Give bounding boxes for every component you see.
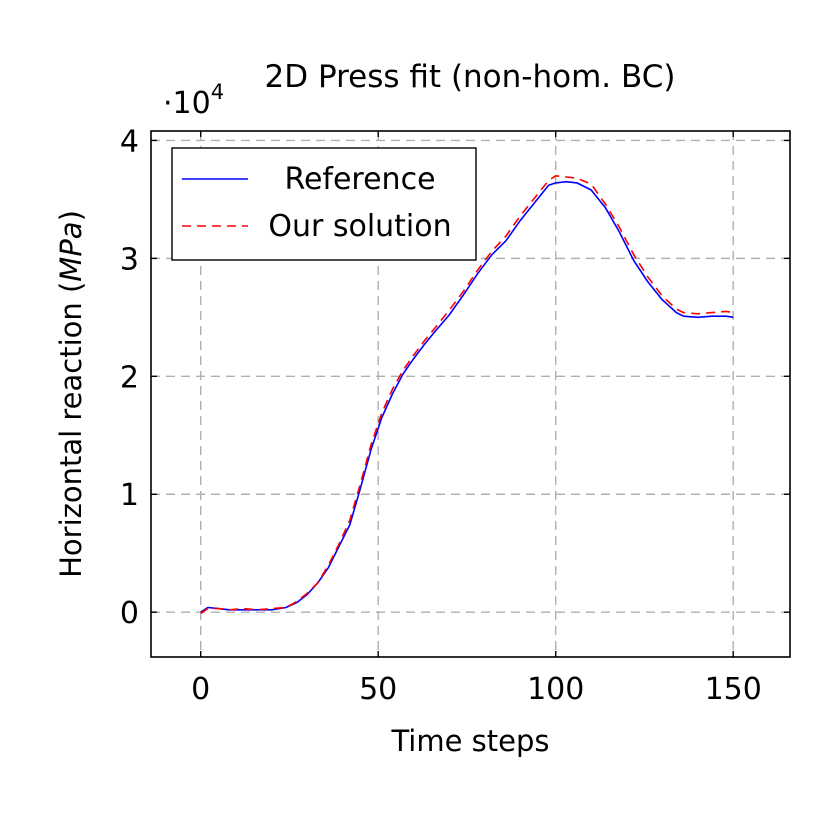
legend-label: Reference bbox=[284, 162, 435, 197]
legend: Reference Our solution bbox=[171, 147, 477, 261]
chart-title: 2D Press fit (non-hom. BC) bbox=[265, 59, 676, 95]
y-tick-label: 2 bbox=[120, 360, 139, 395]
x-tick-label: 0 bbox=[191, 672, 210, 707]
y-tick-label: 4 bbox=[120, 124, 139, 159]
y-tick-label: 1 bbox=[120, 478, 139, 513]
y-tick-label: 0 bbox=[120, 596, 139, 631]
x-tick-label: 100 bbox=[527, 672, 584, 707]
x-tick-label: 150 bbox=[705, 672, 762, 707]
series-line-our-solution bbox=[200, 175, 734, 615]
y-label-suffix: ) bbox=[54, 210, 88, 221]
axis-ticks: 0 50 100 150 0 1 2 3 4 bbox=[120, 124, 790, 707]
series-layer bbox=[200, 175, 734, 615]
y-label-prefix: Horizontal reaction ( bbox=[54, 282, 88, 578]
x-tick-label: 50 bbox=[359, 672, 397, 707]
plot-area-frame bbox=[150, 130, 791, 658]
legend-box bbox=[171, 147, 477, 261]
y-axis-multiplier: ·104 bbox=[163, 80, 224, 121]
y-multiplier-exponent: 4 bbox=[211, 80, 224, 104]
y-label-unit: MPa bbox=[54, 221, 88, 281]
y-multiplier-base: ·10 bbox=[163, 86, 211, 121]
legend-label: Our solution bbox=[268, 209, 451, 244]
y-axis-label: Horizontal reaction (MPa) bbox=[54, 210, 88, 578]
x-axis-label: Time steps bbox=[390, 724, 549, 758]
y-tick-label: 3 bbox=[120, 242, 139, 277]
